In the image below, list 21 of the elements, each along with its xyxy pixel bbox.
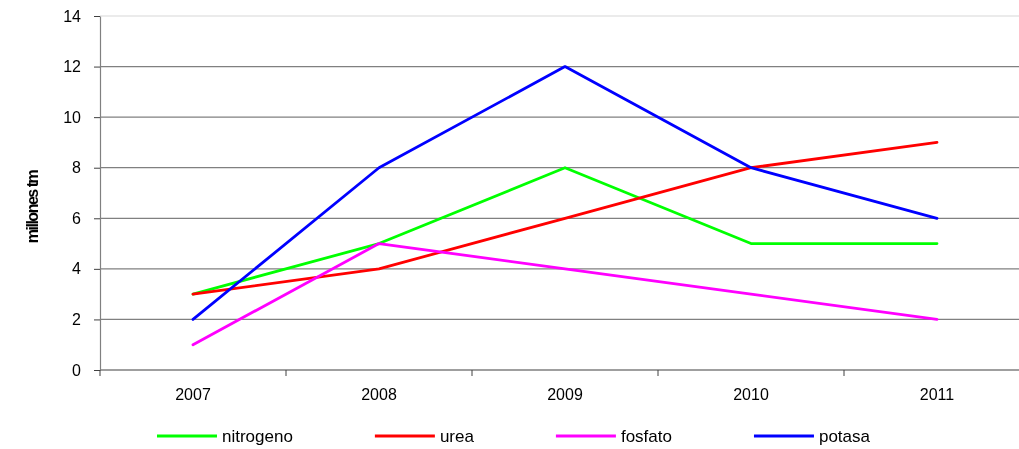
- x-tick-label: 2011: [919, 386, 955, 403]
- y-tick-label: 2: [72, 311, 82, 329]
- line-series: [191, 65, 939, 321]
- y-axis-title: millones tm: [24, 169, 41, 244]
- legend-label: urea: [439, 427, 475, 446]
- y-tick-label: 10: [63, 108, 82, 126]
- legend-label: fosfato: [620, 427, 672, 446]
- legend-label: nitrogeno: [221, 427, 293, 446]
- y-tick-label: 4: [72, 260, 82, 278]
- y-tick-label: 0: [72, 361, 82, 379]
- y-tick-label: 8: [72, 159, 82, 177]
- line-series: [191, 242, 939, 347]
- y-tick-label: 12: [63, 58, 82, 76]
- line-series: [191, 141, 939, 296]
- x-tick-label: 2009: [547, 386, 583, 403]
- y-tick-label: 6: [72, 209, 82, 227]
- legend-label: potasa: [818, 427, 871, 446]
- x-tick-label: 2010: [733, 386, 769, 403]
- y-tick-label: 14: [63, 7, 82, 25]
- x-tick-label: 2007: [175, 386, 211, 403]
- x-tick-label: 2008: [361, 386, 397, 403]
